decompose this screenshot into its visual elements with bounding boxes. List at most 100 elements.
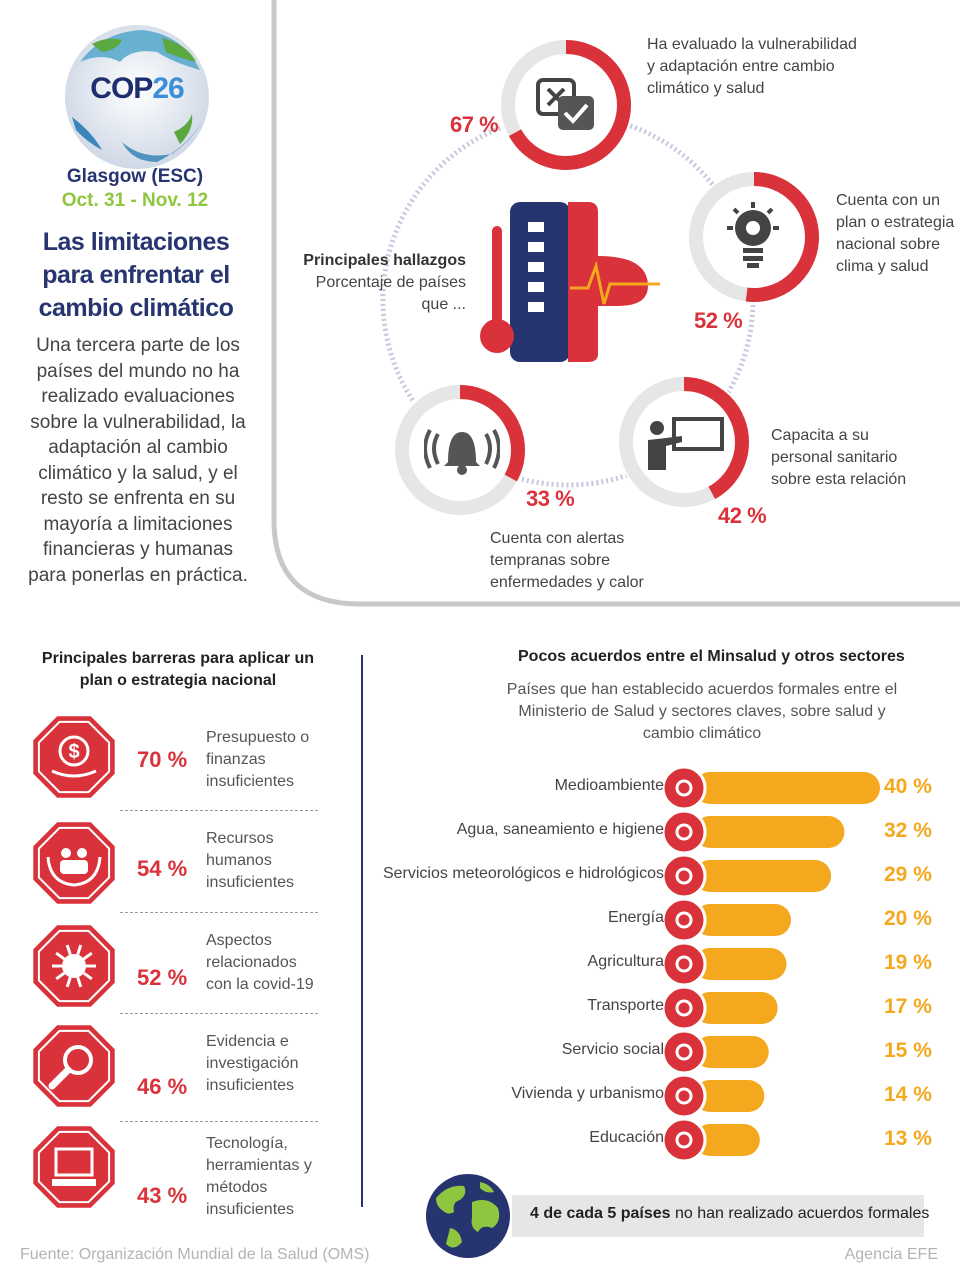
agreement-icon-glyph: [675, 911, 693, 929]
agreements-title: Pocos acuerdos entre el Minsalud y otros…: [518, 648, 905, 665]
agreement-bar: [694, 992, 778, 1024]
finding-text-training: Capacita a su personal sanitario sobre e…: [771, 427, 907, 488]
building-icon: [661, 1073, 707, 1119]
page-title: Las limitaciones para enfrentar el cambi…: [38, 228, 234, 322]
graduation-cap-icon: [661, 1117, 707, 1160]
agreement-value-label: 19 %: [884, 951, 932, 974]
agreement-icon-glyph: [675, 999, 693, 1017]
finding-text-assessed: Ha evaluado la vulnerabilidad y adaptaci…: [647, 36, 857, 97]
agency-credit: Agencia EFE: [844, 1246, 938, 1263]
agreement-bar: [694, 1080, 765, 1112]
intro-paragraph: Una tercera parte de los países del mund…: [28, 335, 248, 586]
barrier-octagon-inner: [37, 1130, 111, 1204]
agreement-value-label: 17 %: [884, 995, 932, 1018]
leaf-hand-icon: [661, 765, 707, 811]
plant-fire-icon: [661, 941, 707, 987]
finding-pct-assessed: 67 %: [450, 112, 499, 137]
agreement-label: Transporte: [587, 997, 664, 1014]
barrier-pct-covid: 52 %: [137, 965, 188, 990]
agreement-bar: [694, 904, 791, 936]
finding-pct-plan: 52 %: [694, 308, 743, 333]
agreement-icon-glyph: [675, 1043, 693, 1061]
barrier-divider: [120, 1121, 318, 1122]
agreement-icon-glyph: [675, 1087, 693, 1105]
event-dates: Oct. 31 - Nov. 12: [61, 190, 209, 211]
agreement-bar: [694, 772, 880, 804]
barrier-pct-evidence: 46 %: [137, 1074, 188, 1099]
donut-slice: [501, 40, 631, 170]
agreements-bar-chart: [661, 765, 880, 1160]
water-drop-icon: [661, 809, 707, 855]
source-credit: Fuente: Organización Mundial de la Salud…: [20, 1246, 370, 1263]
callout-bold: 4 de cada 5 países: [530, 1205, 671, 1222]
agreement-value-label: 20 %: [884, 907, 932, 930]
callout-text: 4 de cada 5 países no han realizado acue…: [530, 1205, 929, 1223]
agreement-value-label: 15 %: [884, 1039, 932, 1062]
agreement-label: Agricultura: [587, 953, 664, 970]
callout-box: [512, 1195, 924, 1237]
agreement-icon-glyph: [675, 955, 693, 973]
cop-prefix: COP: [90, 72, 153, 105]
donut-background: [617, 375, 751, 509]
agreement-icon-glyph: [675, 779, 693, 797]
agreement-value-label: 32 %: [884, 819, 932, 842]
barrier-octagons: $: [33, 716, 115, 1208]
findings-title: Principales hallazgos: [303, 252, 466, 269]
earth-icon: [426, 1174, 510, 1258]
agreement-value-label: 13 %: [884, 1127, 932, 1150]
barrier-octagon: [33, 716, 115, 798]
barrier-label-budget: Presupuesto o finanzas insuficientes: [206, 729, 310, 790]
agreement-value-label: 29 %: [884, 863, 932, 886]
money-hand-icon: $: [51, 735, 97, 778]
donut-slice: [689, 172, 819, 302]
barrier-pct-budget: 70 %: [137, 747, 188, 772]
event-city: Glasgow (ESC): [66, 166, 204, 187]
svg-text:$: $: [68, 741, 79, 763]
barrier-octagon-inner: [37, 929, 111, 1003]
barrier-label-staff: Recursos humanos insuficientes: [206, 830, 295, 891]
thermometer-heart-illustration: [480, 202, 660, 362]
barrier-divider: [120, 810, 318, 811]
agreement-label: Energía: [607, 909, 664, 926]
family-hands-icon: [661, 1029, 707, 1075]
people-hands-icon: [46, 848, 102, 887]
alarm-bell-icon: [424, 429, 500, 475]
barrier-octagon-inner: [37, 1029, 111, 1103]
teacher-board-icon: [648, 417, 724, 470]
finding-text-alerts: Cuenta con alertas tempranas sobre enfer…: [490, 530, 644, 591]
barriers-title: Principales barreras para aplicar un pla…: [41, 650, 315, 689]
agreement-label: Agua, saneamiento e higiene: [456, 821, 664, 838]
barrier-octagon: [33, 1126, 115, 1208]
agreement-label: Servicio social: [561, 1041, 664, 1058]
agreement-bar: [694, 1124, 760, 1156]
cop-number: 26: [152, 72, 184, 105]
agreement-bar: [694, 860, 832, 892]
agreement-icon-glyph: [675, 823, 693, 841]
virus-icon: [52, 944, 96, 988]
agreement-label: Educación: [589, 1129, 664, 1146]
barrier-divider: [120, 912, 318, 913]
finding-pct-alerts: 33 %: [526, 486, 575, 511]
agreements-subtitle: Países que han establecido acuerdos form…: [506, 681, 898, 742]
findings-subtitle: Porcentaje de países que ...: [315, 274, 466, 313]
finding-text-plan: Cuenta con un plan o estrategia nacional…: [836, 192, 955, 275]
callout-rest: no han realizado acuerdos formales: [670, 1205, 930, 1222]
donut-slice: [619, 377, 749, 507]
barrier-label-covid: Aspectos relacionados con la covid-19: [206, 932, 314, 993]
barrier-octagon: [33, 1025, 115, 1107]
lightbulb-gear-icon: [727, 202, 779, 268]
bus-icon: [661, 985, 707, 1031]
findings-heading: Principales hallazgos Porcentaje de país…: [290, 250, 466, 316]
barrier-octagon-inner: [37, 826, 111, 900]
barrier-label-evidence: Evidencia e investigación insuficientes: [206, 1033, 299, 1094]
barrier-pct-technology: 43 %: [137, 1183, 188, 1208]
section-divider: [361, 655, 363, 1207]
agreement-bar: [694, 816, 845, 848]
barrier-pct-staff: 54 %: [137, 856, 188, 881]
barrier-octagon-inner: [37, 720, 111, 794]
agreement-icon-glyph: [675, 867, 693, 885]
computer-icon: [52, 1147, 96, 1186]
donut-slice: [395, 385, 525, 515]
barrier-divider: [120, 1013, 318, 1014]
agreement-bar: [694, 1036, 769, 1068]
